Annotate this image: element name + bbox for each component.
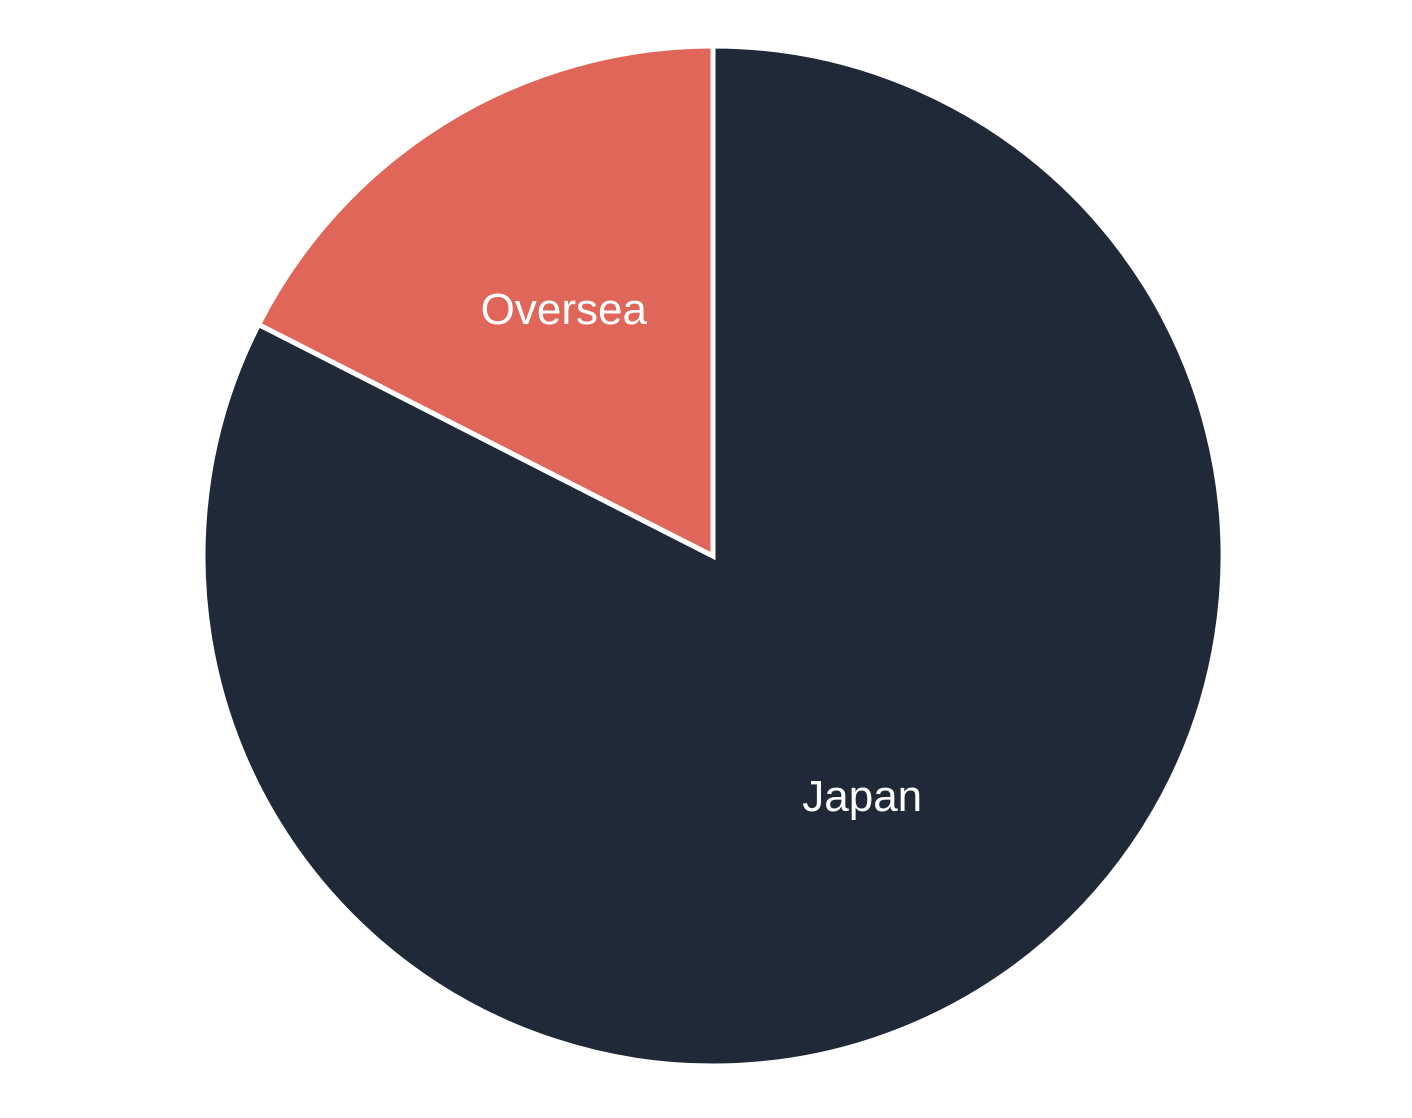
pie-slices <box>200 43 1226 1069</box>
pie-labels: Japan Oversea <box>481 285 923 821</box>
pie-slice-oversea <box>255 43 716 561</box>
pie-label-japan: Japan <box>802 772 922 821</box>
pie-slice-japan <box>200 43 1226 1069</box>
pie-label-oversea: Oversea <box>481 285 648 334</box>
